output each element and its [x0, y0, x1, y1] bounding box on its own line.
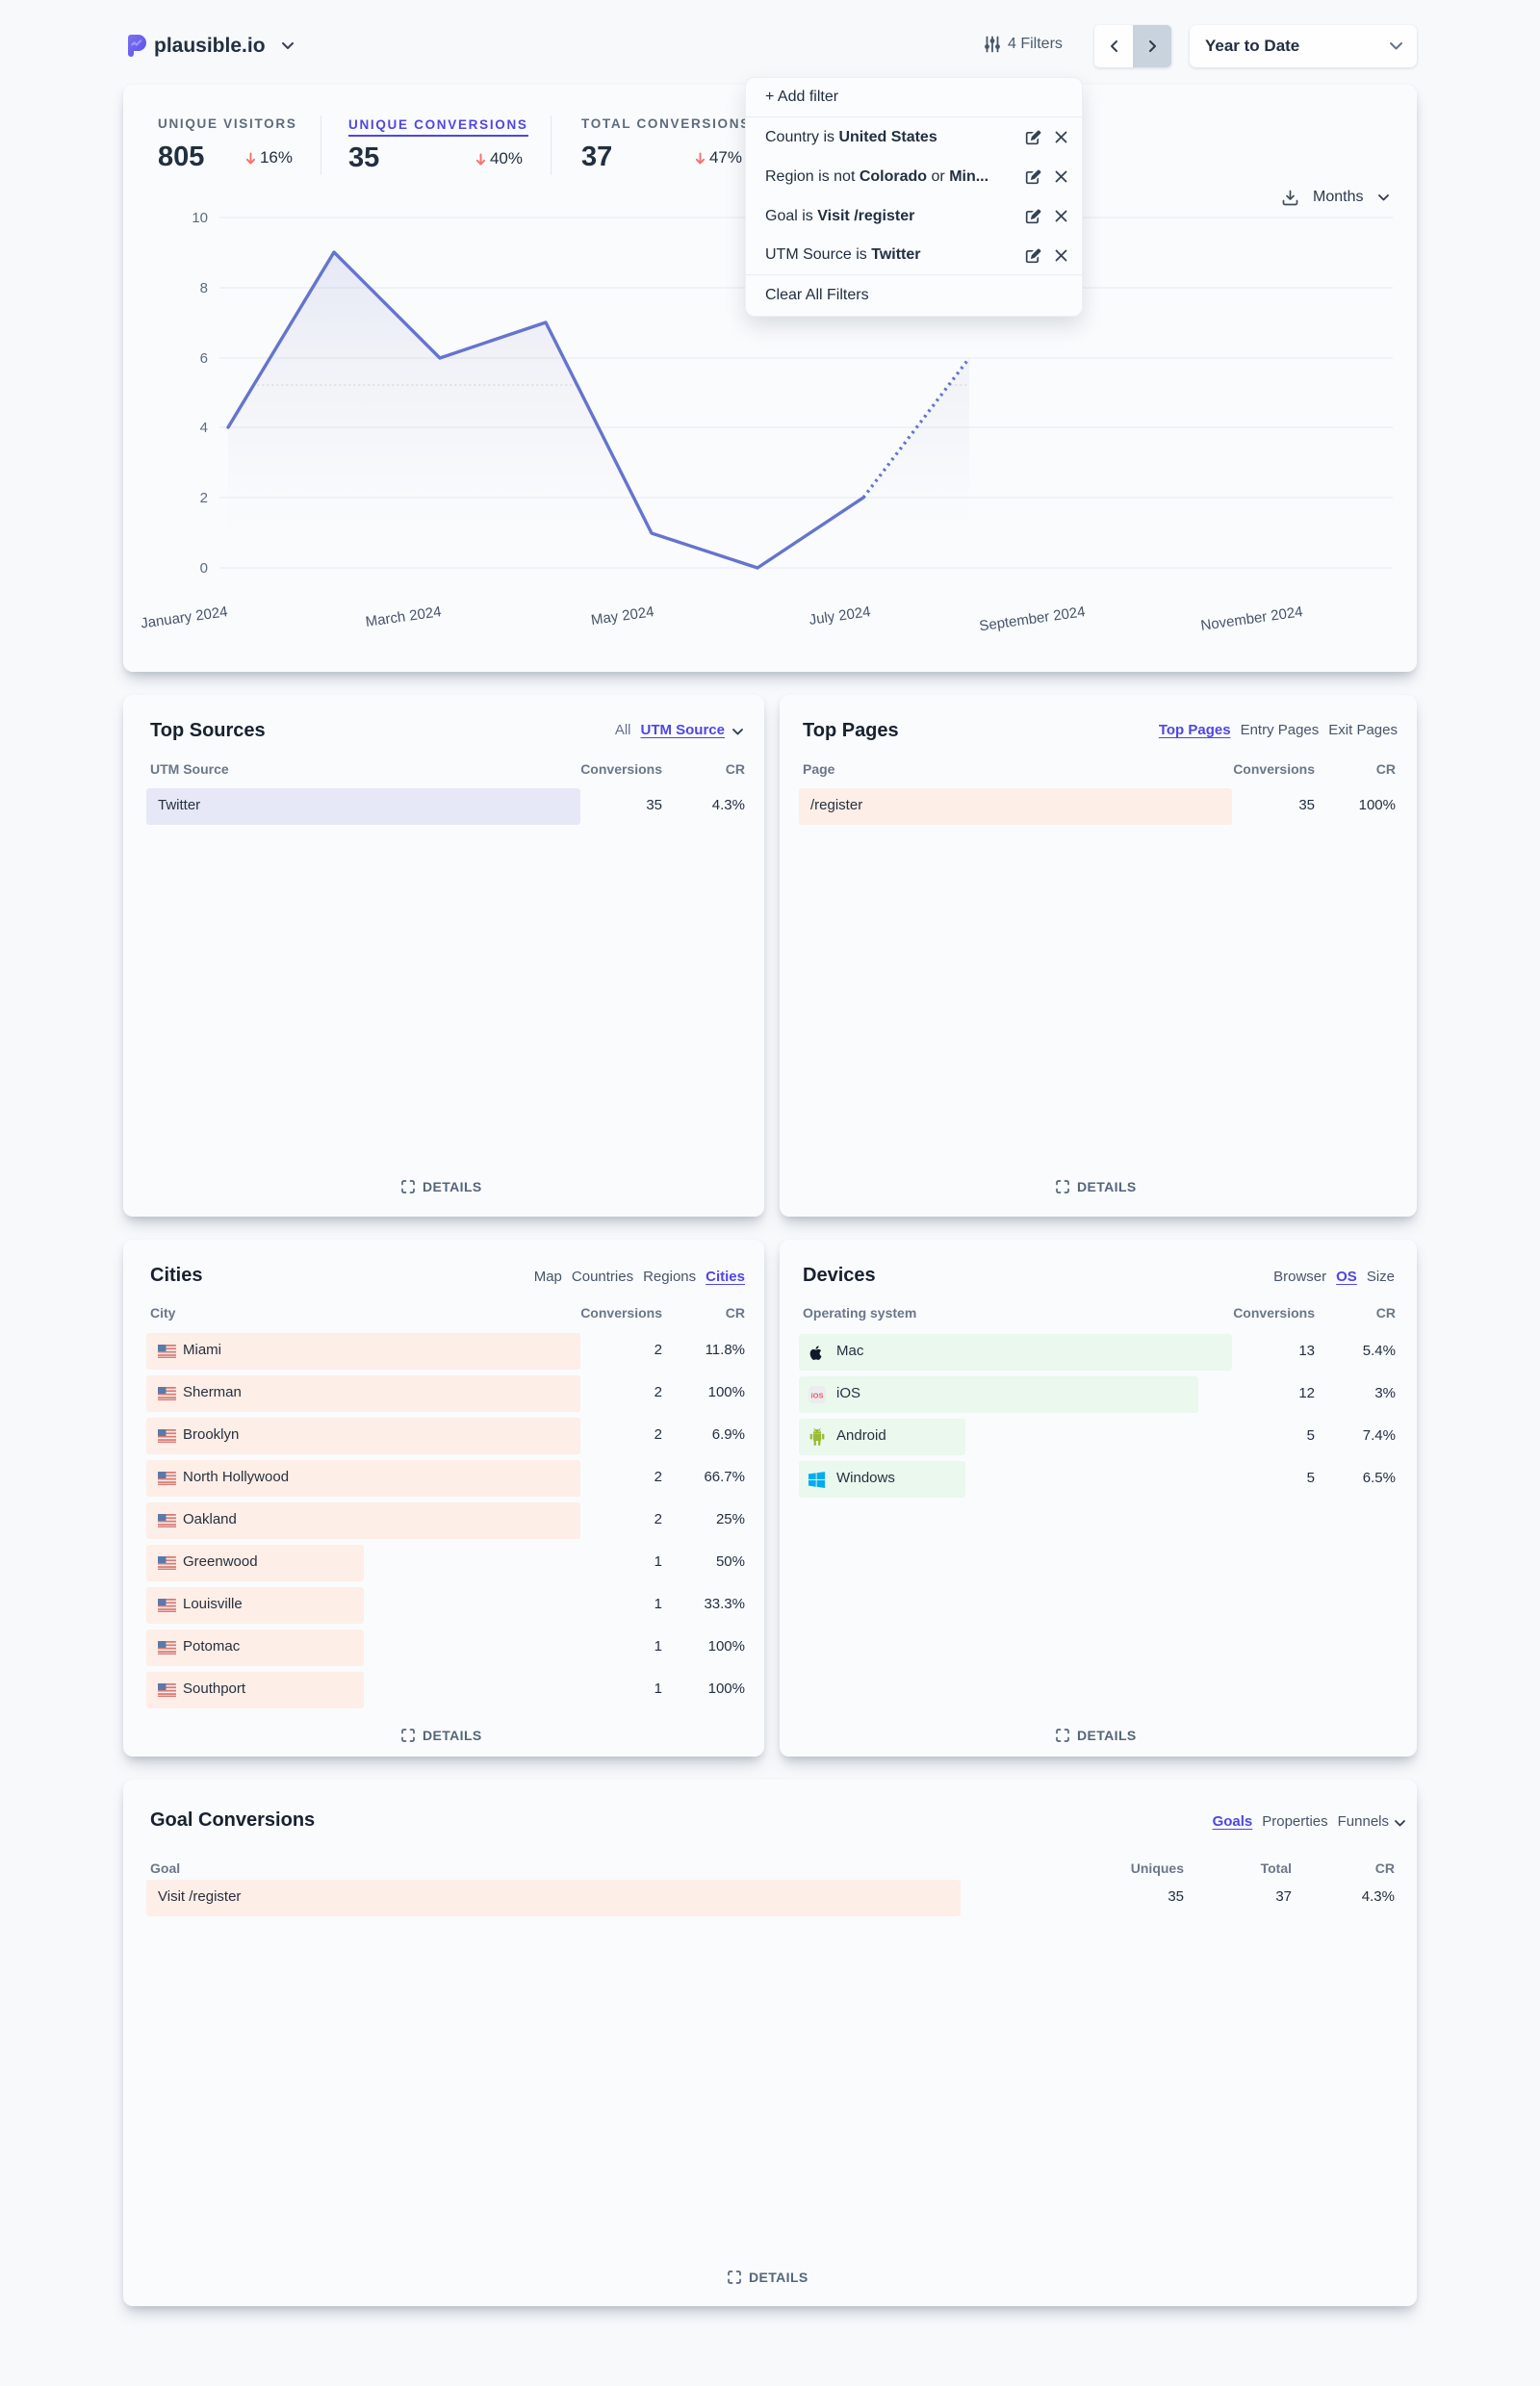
svg-text:4: 4: [200, 420, 208, 436]
svg-text:May 2024: May 2024: [590, 603, 655, 629]
svg-text:November 2024: November 2024: [1199, 603, 1303, 634]
svg-text:2: 2: [200, 490, 208, 506]
svg-text:iOS: iOS: [811, 1392, 824, 1400]
svg-text:July 2024: July 2024: [808, 603, 872, 629]
svg-text:10: 10: [192, 210, 208, 226]
svg-text:September 2024: September 2024: [978, 603, 1086, 634]
svg-text:0: 0: [200, 560, 208, 577]
svg-text:March 2024: March 2024: [365, 603, 443, 630]
svg-text:January 2024: January 2024: [140, 603, 228, 631]
svg-text:8: 8: [200, 280, 208, 296]
svg-text:6: 6: [200, 350, 208, 367]
